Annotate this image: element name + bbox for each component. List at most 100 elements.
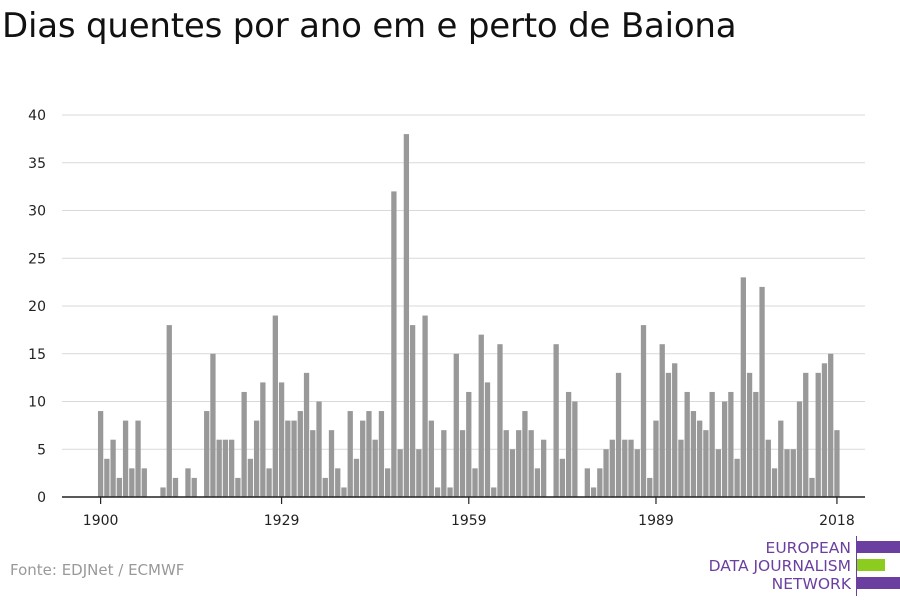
bar-1926 [260, 382, 266, 497]
bar-1975 [565, 391, 572, 497]
bar-2000 [721, 401, 728, 497]
bar-1943 [366, 411, 372, 497]
bar-1953 [428, 420, 434, 497]
bar-1990 [659, 344, 665, 497]
logo-bar-bottom [857, 577, 900, 589]
bar-2003 [740, 277, 746, 497]
bar-1971 [541, 439, 547, 497]
bar-1918 [210, 353, 216, 497]
bar-1924 [247, 458, 254, 497]
bar-1907 [141, 468, 147, 497]
bar-1904 [122, 420, 129, 497]
bar-1947 [391, 191, 397, 497]
chart-title: Dias quentes por ano em e perto de Baion… [2, 6, 737, 46]
bar-2006 [759, 286, 765, 497]
bar-1933 [303, 372, 310, 497]
bar-1937 [328, 430, 335, 497]
bar-1954 [434, 487, 441, 497]
bar-1980 [597, 468, 603, 497]
grid-lines [62, 114, 865, 450]
bar-1974 [559, 458, 566, 497]
bar-1903 [116, 477, 122, 497]
bar-1906 [135, 420, 141, 497]
bar-1938 [335, 468, 341, 497]
y-tick-label: 10 [28, 395, 46, 411]
bar-1922 [235, 477, 241, 497]
bar-1936 [322, 477, 328, 497]
bar-1919 [216, 439, 222, 497]
bar-1935 [316, 401, 322, 497]
bar-1991 [665, 372, 672, 497]
bar-1973 [553, 344, 559, 497]
y-tick-label: 0 [37, 490, 46, 506]
bar-1994 [684, 391, 690, 497]
bar-1925 [253, 420, 260, 497]
bar-1901 [104, 458, 110, 497]
bar-2008 [771, 468, 778, 497]
bar-1988 [647, 477, 653, 497]
logo-bar-middle [857, 559, 885, 571]
bar-1978 [584, 468, 590, 497]
bar-1945 [378, 411, 385, 497]
bar-1914 [185, 468, 191, 497]
bar-1944 [372, 439, 378, 497]
bar-2014 [809, 477, 815, 497]
x-tick-label: 1989 [638, 513, 674, 529]
bar-1934 [310, 430, 316, 497]
bar-1917 [204, 411, 210, 497]
bar-1966 [509, 449, 516, 497]
bar-1930 [285, 420, 291, 497]
y-tick-label: 20 [28, 299, 46, 315]
bar-1951 [416, 449, 422, 497]
bar-1948 [397, 449, 403, 497]
bar-1955 [441, 430, 447, 497]
y-axis-ticks: 0 5 10 15 20 25 30 35 40 [28, 108, 46, 506]
bar-1946 [385, 468, 391, 497]
bar-2007 [765, 439, 771, 497]
x-tick-label: 1959 [451, 513, 487, 529]
bar-1963 [491, 487, 497, 497]
bar-1920 [222, 439, 229, 497]
logo-line-data-journalism: DATA JOURNALISM [708, 557, 851, 575]
logo-bar-top [857, 541, 900, 553]
y-tick-label: 15 [28, 347, 46, 363]
bar-1964 [497, 344, 503, 497]
bar-2005 [753, 391, 759, 497]
bar-2015 [815, 372, 821, 497]
bar-2004 [746, 372, 753, 497]
bar-2013 [803, 372, 809, 497]
y-tick-label: 40 [28, 108, 46, 124]
bar-1900 [97, 411, 104, 497]
bar-1941 [353, 458, 360, 497]
bar-1989 [653, 420, 659, 497]
bar-1969 [528, 430, 534, 497]
logo-line-european: EUROPEAN [765, 539, 851, 557]
y-tick-label: 25 [28, 251, 46, 267]
bar-1965 [503, 430, 509, 497]
bar-1940 [347, 411, 353, 497]
x-tick-label: 1929 [264, 513, 300, 529]
bar-1905 [129, 468, 135, 497]
bars [97, 134, 840, 497]
bar-1984 [622, 439, 628, 497]
bar-2011 [790, 449, 796, 497]
bar-2009 [778, 420, 784, 497]
bar-1942 [360, 420, 366, 497]
bar-1902 [110, 439, 116, 497]
bar-1998 [709, 391, 715, 497]
bar-1967 [516, 430, 522, 497]
y-tick-label: 30 [28, 204, 46, 220]
bar-2012 [796, 401, 803, 497]
bar-2001 [728, 391, 734, 497]
bar-1957 [453, 353, 459, 497]
bar-1960 [472, 468, 478, 497]
bar-1958 [459, 430, 466, 497]
bar-1923 [241, 391, 247, 497]
x-axis-ticks: 1900 1929 1959 1989 2018 [83, 497, 855, 529]
bar-1968 [522, 411, 528, 497]
bar-1997 [703, 430, 709, 497]
bar-1996 [697, 420, 703, 497]
bar-1949 [403, 134, 410, 497]
bar-1952 [422, 315, 428, 497]
